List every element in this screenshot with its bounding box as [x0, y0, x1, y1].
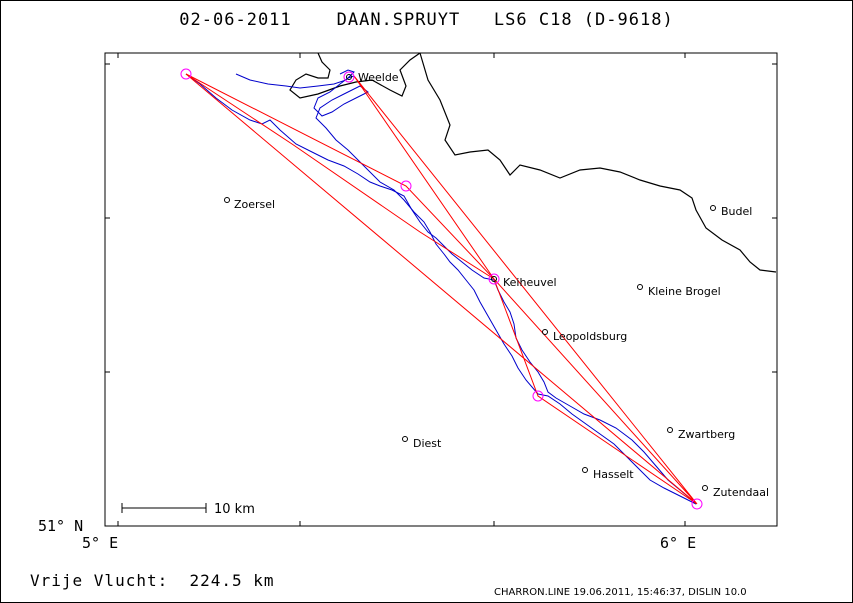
task-route [185, 73, 698, 505]
town-marker [491, 276, 497, 282]
turnpoint-circle [343, 71, 355, 83]
gps-track-start [235, 69, 355, 89]
plot-title: 02-06-2011 DAAN.SPRUYT LS6 C18 (D-9618) [0, 10, 853, 30]
town-marker [582, 467, 588, 473]
glider-id: LS6 C18 (D-9618) [493, 10, 674, 30]
longitude-label-5e: 5° E [82, 534, 118, 552]
town-label-diest: Diest [413, 437, 442, 450]
town-marker [637, 284, 643, 290]
town-marker [710, 205, 716, 211]
axis-ticks [105, 53, 777, 527]
town-label-keiheuvel: Keiheuvel [503, 276, 557, 289]
town-marker [346, 74, 352, 80]
town-label-zwartberg: Zwartberg [678, 428, 735, 441]
country-border-east [419, 52, 777, 273]
turnpoint-circle [488, 273, 500, 285]
town-marker [224, 197, 230, 203]
town-label-budel: Budel [721, 205, 752, 218]
town-label-leopoldsburg: Leopoldsburg [553, 330, 627, 343]
credit-line: CHARRON.LINE 19.06.2011, 15:46:37, DISLI… [494, 587, 747, 598]
town-marker [702, 485, 708, 491]
turnpoint-circle [691, 498, 703, 510]
map-border [104, 52, 778, 527]
town-label-kleine-brogel: Kleine Brogel [648, 285, 721, 298]
flight-date: 02-06-2011 [179, 10, 292, 30]
longitude-label-6e: 6° E [660, 534, 696, 552]
town-label-weelde: Weelde [358, 71, 399, 84]
pilot-name: DAAN.SPRUYT [336, 10, 461, 30]
turnpoint-circle [180, 68, 192, 80]
flight-distance: Vrije Vlucht: 224.5 km [30, 571, 275, 590]
town-label-zutendaal: Zutendaal [713, 486, 769, 499]
town-marker [542, 329, 548, 335]
town-label-hasselt: Hasselt [593, 468, 634, 481]
latitude-label: 51° N [38, 517, 83, 535]
country-border [289, 52, 421, 99]
town-marker [667, 427, 673, 433]
scale-bar: 10 km [121, 502, 255, 517]
turnpoint-circle [400, 180, 412, 192]
scale-bar-label: 10 km [214, 502, 255, 517]
gps-track [185, 73, 697, 505]
town-label-zoersel: Zoersel [234, 198, 275, 211]
gps-track-return [313, 75, 697, 505]
task-route-leg [185, 73, 495, 280]
turnpoint-circle [532, 390, 544, 402]
town-marker [402, 436, 408, 442]
